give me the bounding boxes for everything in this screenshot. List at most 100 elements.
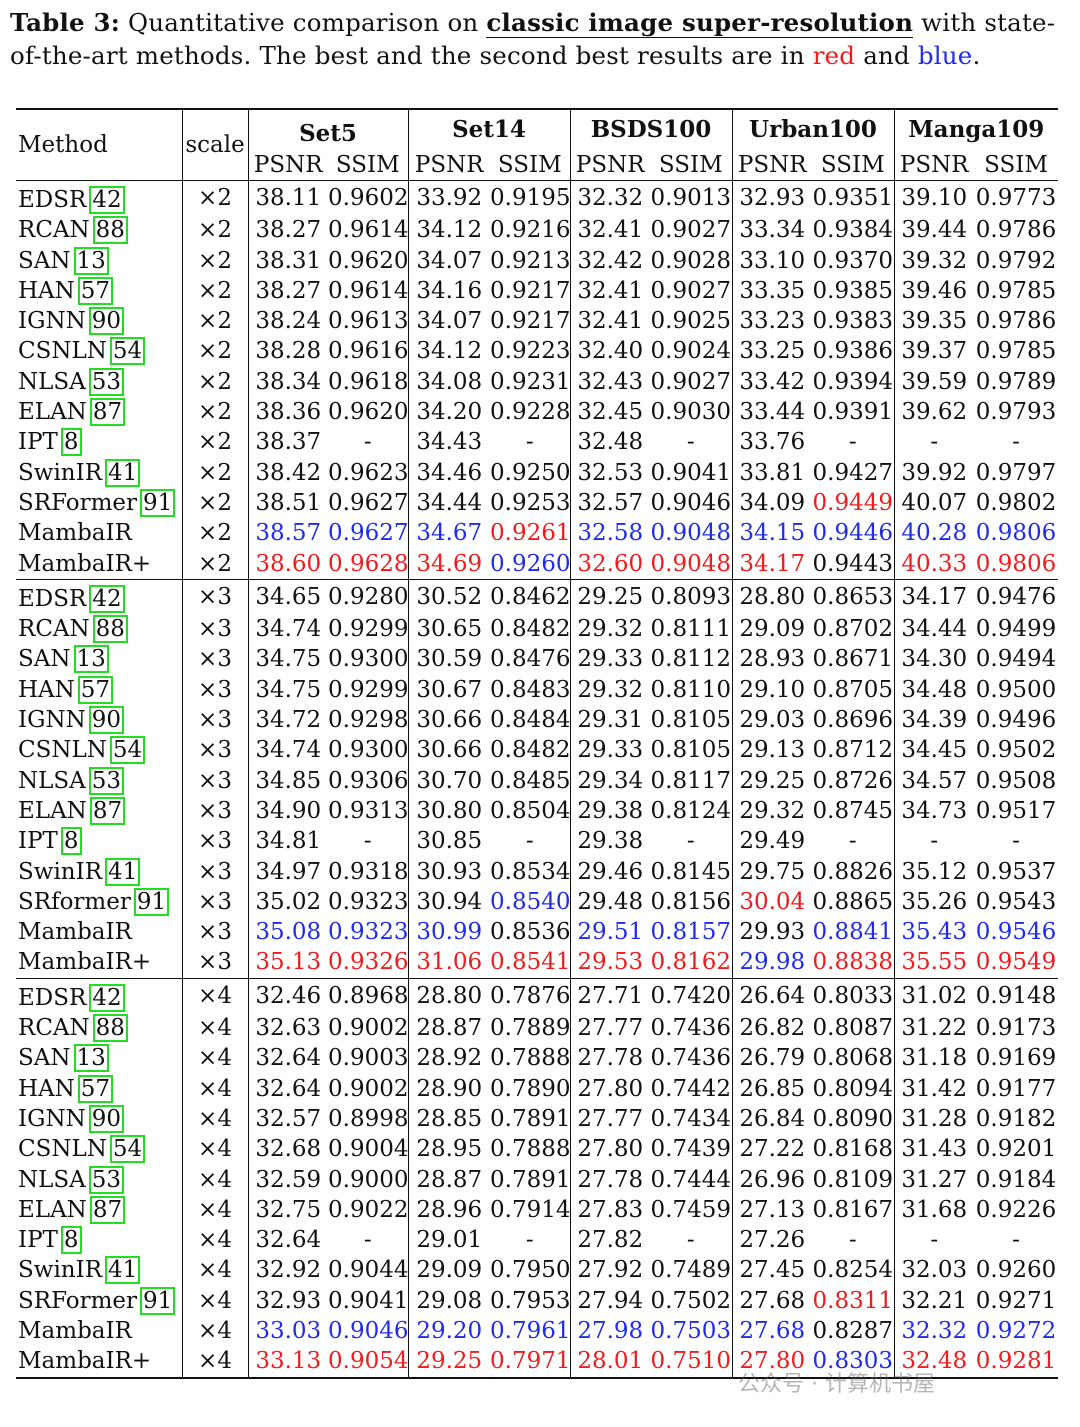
table-row: MambaIR+ ×4 33.13 0.9054 29.25 0.7971 28.01 0.7… (16, 1346, 1058, 1379)
table-row: EDSR 42 ×4 32.46 0.8968 28.80 0.7876 27.71 0.742… (16, 977, 1058, 1014)
citation-link[interactable]: 88 (92, 216, 128, 245)
citation-link[interactable]: 90 (88, 706, 124, 735)
psnr-value: 30.66 (416, 737, 483, 764)
psnr-value: 33.35 (739, 277, 806, 304)
citation-link[interactable]: 8 (60, 827, 82, 856)
ssim-value: 0.9537 (975, 858, 1057, 885)
citation-link[interactable]: 57 (77, 276, 114, 305)
psnr-value: 29.98 (739, 949, 806, 976)
ssim-value: 0.8826 (812, 856, 895, 887)
psnr-value: 30.93 (416, 858, 483, 885)
ssim-value: 0.9217 (490, 306, 571, 337)
citation-link[interactable]: 13 (73, 246, 109, 275)
citation-link[interactable]: 91 (140, 1286, 176, 1315)
psnr-value: 31.27 (901, 1166, 968, 1193)
citation-link[interactable]: 41 (105, 458, 141, 487)
psnr-value: 29.32 (577, 676, 644, 703)
ssim-value: 0.9216 (490, 215, 571, 246)
psnr-value: 34.30 (901, 646, 968, 673)
scale-cell: ×3 (181, 614, 249, 645)
scale-cell: ×3 (181, 795, 249, 827)
citation-link[interactable]: 42 (89, 983, 125, 1012)
ssim-value: 0.8726 (812, 765, 895, 796)
citation-link[interactable]: 13 (73, 645, 109, 674)
ssim-value: 0.9022 (328, 1194, 409, 1226)
scale-cell: ×4 (181, 1164, 249, 1195)
ssim-value: 0.8841 (812, 917, 895, 948)
ssim-value: 0.9496 (975, 707, 1057, 734)
psnr-value: 31.06 (416, 949, 483, 976)
citation-link[interactable]: 91 (140, 488, 176, 517)
citation-link[interactable]: 41 (105, 857, 141, 886)
citation-link[interactable]: 88 (92, 1014, 128, 1043)
ssim-value: 0.8111 (650, 614, 733, 645)
method-name: MambaIR (18, 1317, 132, 1344)
citation-link[interactable]: 87 (89, 1195, 126, 1224)
psnr-value: 38.11 (248, 180, 328, 216)
scale-cell: ×4 (181, 1134, 249, 1165)
psnr-value: 30.85 (416, 828, 483, 855)
ssim-value: 0.9386 (812, 336, 895, 367)
ssim-value: 0.9786 (975, 217, 1057, 244)
citation-link[interactable]: 90 (88, 307, 124, 336)
citation-link[interactable]: 57 (77, 1074, 114, 1103)
ssim-value: 0.9384 (812, 215, 895, 246)
citation-link[interactable]: 90 (88, 1104, 124, 1133)
table-row: MambaIR+ ×3 35.13 0.9326 31.06 0.8541 29.53 0.8… (16, 947, 1058, 979)
citation-link[interactable]: 53 (88, 1165, 125, 1194)
citation-link[interactable]: 88 (92, 615, 128, 644)
psnr-value: 29.75 (739, 858, 806, 885)
citation-link[interactable]: 91 (133, 887, 170, 916)
caption-red-word: red (812, 41, 856, 70)
citation-link[interactable]: 87 (89, 398, 126, 427)
psnr-value: 29.09 (416, 1257, 483, 1284)
psnr-value: 34.75 (255, 646, 322, 673)
psnr-value: 39.44 (901, 217, 968, 244)
ssim-value: 0.9261 (490, 518, 571, 549)
header-metric-ssim: SSIM (812, 149, 895, 182)
psnr-value: 33.03 (255, 1317, 322, 1344)
psnr-value: 29.51 (577, 919, 644, 946)
psnr-value: 27.78 (577, 1166, 644, 1193)
psnr-value: 31.22 (901, 1015, 968, 1042)
citation-link[interactable]: 41 (105, 1256, 141, 1285)
citation-link[interactable]: 53 (88, 766, 125, 795)
citation-link[interactable]: 54 (109, 736, 146, 765)
method-cell: NLSA 53 (16, 766, 182, 796)
citation-link[interactable]: 42 (89, 186, 125, 214)
method-name: IPT (18, 828, 58, 855)
ssim-value: 0.9517 (975, 797, 1057, 824)
citation-link[interactable]: 53 (88, 367, 125, 396)
psnr-value: 28.01 (570, 1346, 650, 1379)
table-row: RCAN 88 ×4 32.63 0.9002 28.87 0.7889 27.77 0.743… (16, 1013, 1058, 1044)
ssim-value: 0.7888 (490, 1134, 571, 1165)
psnr-value: 34.97 (255, 858, 322, 885)
method-cell: MambaIR+ (16, 549, 182, 580)
psnr-value: 29.33 (577, 646, 644, 673)
ssim-value: 0.8109 (812, 1164, 895, 1195)
table-row: SwinIR 41 ×4 32.92 0.9044 29.09 0.7950 27.92 0.7… (16, 1255, 1058, 1286)
method-cell: EDSR 42 (16, 578, 182, 615)
citation-link[interactable]: 8 (60, 428, 82, 457)
citation-link[interactable]: 54 (109, 1135, 146, 1164)
citation-link[interactable]: 87 (89, 796, 126, 825)
psnr-value: 34.12 (416, 217, 483, 244)
psnr-value: 29.53 (577, 949, 644, 976)
ssim-value: 0.9449 (812, 487, 895, 519)
table-row: IPT 8 ×3 34.81-30.85-29.38-29.49- - - (16, 826, 1058, 857)
ssim-value: 0.9793 (975, 399, 1057, 426)
table-row: SwinIR 41 ×2 38.42 0.9623 34.46 0.9250 32.53 0.9… (16, 457, 1058, 488)
scale-cell: ×2 (181, 306, 249, 337)
ssim-value: 0.9024 (650, 336, 733, 367)
citation-link[interactable]: 13 (73, 1044, 109, 1073)
ssim-value: 0.9030 (650, 397, 733, 428)
citation-link[interactable]: 42 (89, 584, 125, 613)
ssim-value: 0.9041 (328, 1285, 409, 1316)
ssim-value: 0.9499 (975, 616, 1057, 643)
citation-link[interactable]: 54 (109, 337, 146, 366)
scale-cell: ×2 (181, 215, 249, 246)
citation-link[interactable]: 8 (60, 1226, 82, 1255)
method-cell: IGNN 90 (16, 1104, 182, 1134)
citation-link[interactable]: 57 (77, 675, 114, 704)
method-name: HAN (18, 676, 75, 703)
